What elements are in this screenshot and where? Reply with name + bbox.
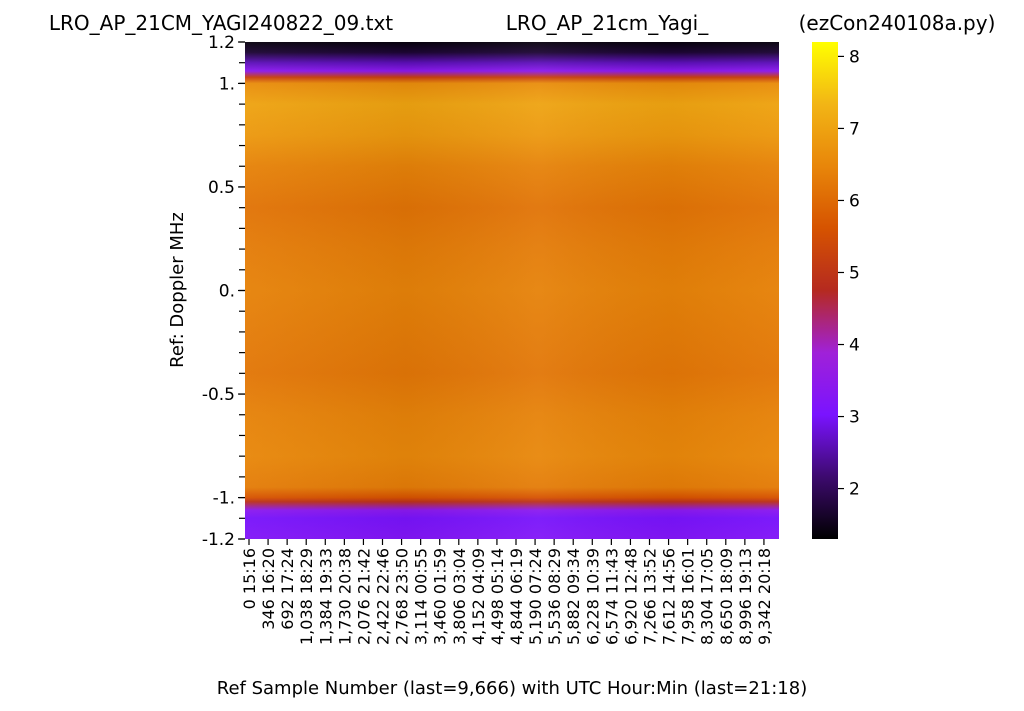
x-tick-label: 0 15:16 <box>240 548 259 609</box>
colorbar-tick-label: 8 <box>849 47 860 67</box>
colorbar-axis: 2 3 4 5 6 7 8 <box>838 47 860 500</box>
x-tick-label: 1,730 20:38 <box>335 548 354 645</box>
x-tick-label: 346 16:20 <box>259 548 278 630</box>
y-tick-label: -1. <box>213 489 235 509</box>
colorbar <box>812 42 838 539</box>
x-tick-label: 7,612 14:56 <box>660 548 679 645</box>
heatmap-time-variation <box>245 42 779 539</box>
x-axis: 0 15:16 346 16:20 692 17:24 1,038 18:29 1,38… <box>240 539 774 645</box>
chart-title-left: LRO_AP_21CM_YAGI240822_09.txt <box>49 11 393 35</box>
x-tick-label: 9,342 20:18 <box>755 548 774 645</box>
x-tick-label: 6,228 10:39 <box>583 548 602 645</box>
x-tick-label: 3,460 01:59 <box>431 548 450 645</box>
x-tick-label: 8,650 18:09 <box>717 548 736 645</box>
colorbar-tick-label: 2 <box>849 480 860 500</box>
x-tick-label: 8,304 17:05 <box>698 548 717 645</box>
x-tick-label: 2,768 23:50 <box>393 548 412 645</box>
colorbar-tick-label: 7 <box>849 119 860 139</box>
x-tick-label: 8,996 19:13 <box>736 548 755 645</box>
x-axis-label: Ref Sample Number (last=9,666) with UTC … <box>217 678 807 699</box>
x-tick-label: 4,844 06:19 <box>507 548 526 645</box>
x-tick-label: 5,536 08:29 <box>545 548 564 645</box>
colorbar-tick-label: 5 <box>849 263 860 283</box>
y-tick-label: 1. <box>219 74 235 94</box>
x-tick-label: 692 17:24 <box>278 548 297 630</box>
x-tick-label: 7,958 16:01 <box>679 548 698 645</box>
x-tick-label: 6,574 11:43 <box>602 548 621 645</box>
chart-title-right: (ezCon240108a.py) <box>799 11 996 35</box>
chart-title-center: LRO_AP_21cm_Yagi_ <box>506 11 709 35</box>
x-tick-label: 3,114 00:55 <box>412 548 431 645</box>
x-tick-label: 2,076 21:42 <box>354 548 373 645</box>
x-tick-label: 5,190 07:24 <box>526 548 545 645</box>
y-axis-label: Ref: Doppler MHz <box>167 212 188 368</box>
colorbar-tick-label: 6 <box>849 191 860 211</box>
x-tick-label: 3,806 03:04 <box>450 548 469 645</box>
y-tick-label: 0.5 <box>208 178 235 198</box>
y-axis: 1.2 1. 0.5 0. -0.5 -1. -1.2 <box>202 33 245 550</box>
x-tick-label: 4,152 04:09 <box>469 548 488 645</box>
x-tick-label: 1,384 19:33 <box>316 548 335 645</box>
x-tick-label: 6,920 12:48 <box>621 548 640 645</box>
y-tick-label: -1.2 <box>202 530 235 550</box>
y-tick-label: 1.2 <box>208 33 235 53</box>
x-tick-label: 1,038 18:29 <box>297 548 316 645</box>
y-tick-label: -0.5 <box>202 385 235 405</box>
x-tick-label: 4,498 05:14 <box>488 548 507 645</box>
colorbar-tick-label: 4 <box>849 336 860 356</box>
colorbar-tick-label: 3 <box>849 408 860 428</box>
x-tick-label: 5,882 09:34 <box>564 548 583 645</box>
x-tick-label: 7,266 13:52 <box>641 548 660 645</box>
y-tick-label: 0. <box>219 282 235 302</box>
x-tick-label: 2,422 22:46 <box>374 548 393 645</box>
